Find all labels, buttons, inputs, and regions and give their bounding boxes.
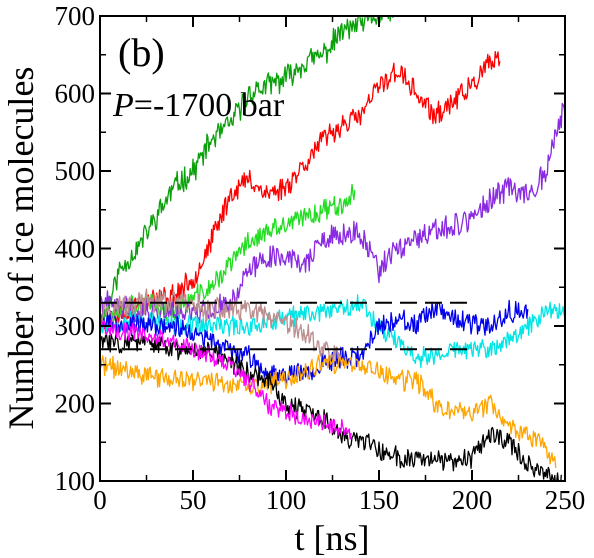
series-line-6 <box>100 299 529 385</box>
y-tick-label: 400 <box>55 234 96 264</box>
x-tick-label: 200 <box>452 485 493 515</box>
series-line-4 <box>100 102 565 324</box>
pressure-symbol: P <box>112 87 134 124</box>
x-tick-label: 0 <box>93 485 107 515</box>
series-layer <box>100 16 565 481</box>
y-tick-label: 600 <box>55 79 96 109</box>
panel-label: (b) <box>118 30 165 75</box>
x-tick-label: 150 <box>359 485 400 515</box>
x-tick-label: 250 <box>545 485 586 515</box>
x-tick-label: 50 <box>180 485 207 515</box>
pressure-annotation: P=-1700 bar <box>112 87 285 124</box>
pressure-value: =-1700 bar <box>134 87 285 124</box>
y-tick-label: 100 <box>55 466 96 496</box>
reference-lines <box>100 301 472 351</box>
y-tick-label: 200 <box>55 389 96 419</box>
series-line-2 <box>100 51 501 333</box>
series-line-1 <box>100 16 405 334</box>
y-tick-label: 500 <box>55 156 96 186</box>
ticks: 0 50 100 150 200 250 100 200 300 400 500 600 700 <box>55 1 586 515</box>
y-tick-label: 300 <box>55 311 96 341</box>
series-line-7 <box>100 354 557 469</box>
y-axis-title: Number of ice molecules <box>1 67 41 430</box>
x-axis-title: t [ns] <box>295 518 370 558</box>
series-line-10 <box>100 317 352 440</box>
x-tick-label: 100 <box>266 485 307 515</box>
y-tick-label: 700 <box>55 1 96 31</box>
